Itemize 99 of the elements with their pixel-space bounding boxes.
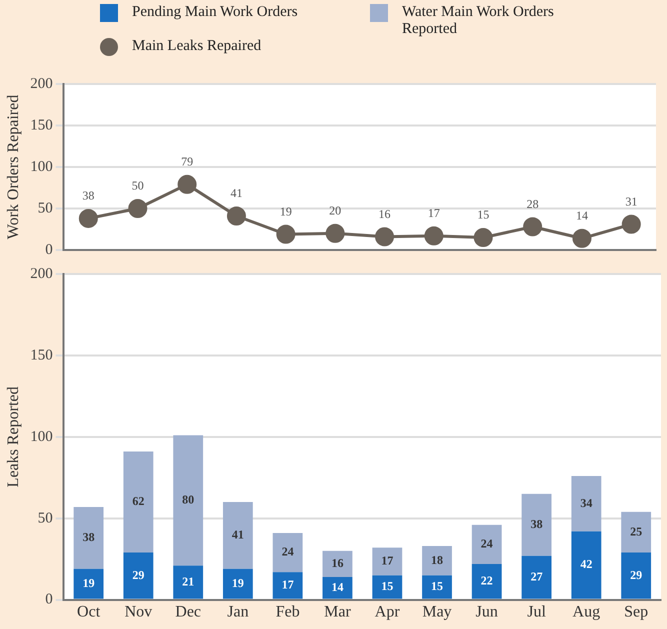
x-tick-label: Sep bbox=[624, 604, 648, 621]
bar bbox=[571, 531, 602, 599]
data-label: 20 bbox=[329, 204, 342, 218]
data-label: 16 bbox=[331, 556, 344, 570]
point bbox=[523, 217, 542, 236]
y-tick-label: 50 bbox=[38, 200, 53, 216]
bar bbox=[74, 506, 104, 569]
legend-label: Main Leaks Repaired bbox=[132, 38, 262, 55]
data-label: 34 bbox=[580, 496, 592, 510]
data-label: 25 bbox=[630, 524, 642, 538]
data-label: 15 bbox=[477, 208, 490, 222]
data-label: 17 bbox=[428, 206, 440, 220]
bar bbox=[173, 435, 204, 566]
data-label: 41 bbox=[230, 186, 242, 200]
y-tick-label: 100 bbox=[30, 158, 53, 175]
y-axis-title: Leaks Reported bbox=[4, 386, 22, 488]
y-tick-label: 0 bbox=[45, 242, 53, 258]
y-tick-label: 150 bbox=[30, 117, 53, 134]
x-tick-label: May bbox=[422, 604, 452, 621]
point bbox=[226, 206, 246, 226]
bar bbox=[522, 494, 552, 556]
data-label: 14 bbox=[576, 208, 588, 223]
x-tick-label: Mar bbox=[324, 604, 352, 621]
bar bbox=[173, 566, 204, 599]
bar bbox=[372, 575, 402, 599]
data-label: 24 bbox=[282, 544, 294, 559]
data-label: 38 bbox=[82, 188, 94, 203]
point bbox=[276, 224, 296, 244]
x-tick-label: Feb bbox=[276, 604, 300, 621]
bar bbox=[571, 476, 602, 532]
data-label: 22 bbox=[480, 573, 493, 588]
bar bbox=[522, 556, 552, 599]
bar bbox=[322, 576, 352, 599]
bar bbox=[422, 546, 452, 576]
data-label: 79 bbox=[181, 154, 194, 169]
data-label: 38 bbox=[82, 530, 95, 544]
bar bbox=[472, 564, 502, 599]
point bbox=[128, 199, 148, 218]
bar bbox=[123, 552, 154, 599]
x-tick-label: Jan bbox=[227, 604, 249, 621]
bar bbox=[74, 568, 104, 599]
data-label: 19 bbox=[82, 576, 95, 590]
data-label: 19 bbox=[232, 576, 244, 590]
data-label: 31 bbox=[625, 194, 638, 208]
data-label: 18 bbox=[431, 552, 444, 567]
data-label: 42 bbox=[580, 557, 592, 572]
bar bbox=[372, 548, 402, 576]
bar bbox=[272, 572, 303, 599]
data-label: 15 bbox=[381, 579, 394, 594]
legend-label: Pending Main Work Orders bbox=[132, 4, 298, 21]
point bbox=[326, 224, 345, 243]
data-label: 19 bbox=[280, 204, 292, 218]
point bbox=[375, 227, 394, 246]
data-label: 28 bbox=[526, 196, 539, 211]
data-label: 24 bbox=[480, 536, 493, 551]
data-label: 17 bbox=[282, 578, 294, 592]
point bbox=[78, 208, 98, 228]
point bbox=[622, 214, 641, 234]
data-label: 27 bbox=[530, 569, 543, 584]
data-label: 15 bbox=[431, 579, 444, 594]
data-label: 38 bbox=[530, 516, 543, 531]
bar bbox=[322, 550, 352, 577]
data-label: 16 bbox=[378, 206, 391, 221]
point bbox=[178, 174, 197, 194]
y-tick-label: 150 bbox=[30, 347, 53, 364]
bar bbox=[222, 568, 253, 599]
bar bbox=[472, 524, 502, 564]
data-label: 21 bbox=[182, 574, 194, 588]
y-tick-label: 100 bbox=[30, 428, 53, 445]
data-label: 14 bbox=[331, 580, 344, 594]
data-label: 50 bbox=[132, 178, 144, 193]
legend-label: Water Main Work Orders Reported bbox=[402, 4, 555, 38]
y-tick-label: 0 bbox=[45, 592, 53, 608]
x-tick-label: Aug bbox=[572, 604, 600, 621]
x-tick-label: Jun bbox=[476, 604, 498, 621]
bar bbox=[272, 533, 303, 572]
x-tick-label: Dec bbox=[175, 604, 202, 621]
bar bbox=[123, 452, 154, 553]
y-axis-title: Work Orders Repaired bbox=[4, 94, 22, 240]
data-label: 29 bbox=[630, 568, 642, 582]
y-tick-label: 50 bbox=[38, 510, 53, 526]
data-label: 80 bbox=[182, 492, 194, 507]
x-tick-label: Nov bbox=[124, 604, 152, 621]
point bbox=[572, 228, 592, 248]
point bbox=[424, 226, 444, 246]
x-tick-label: Oct bbox=[77, 604, 101, 621]
data-label: 17 bbox=[381, 554, 394, 568]
y-tick-label: 200 bbox=[30, 76, 53, 92]
bar bbox=[621, 552, 652, 599]
bar bbox=[422, 575, 452, 599]
x-tick-label: Jul bbox=[527, 604, 546, 621]
data-label: 29 bbox=[132, 568, 144, 582]
y-tick-label: 200 bbox=[30, 266, 53, 282]
point bbox=[474, 228, 493, 248]
bar bbox=[222, 502, 253, 569]
bar bbox=[621, 512, 652, 553]
data-label: 62 bbox=[132, 494, 144, 508]
x-tick-label: Apr bbox=[374, 604, 400, 621]
data-label: 41 bbox=[232, 528, 244, 542]
